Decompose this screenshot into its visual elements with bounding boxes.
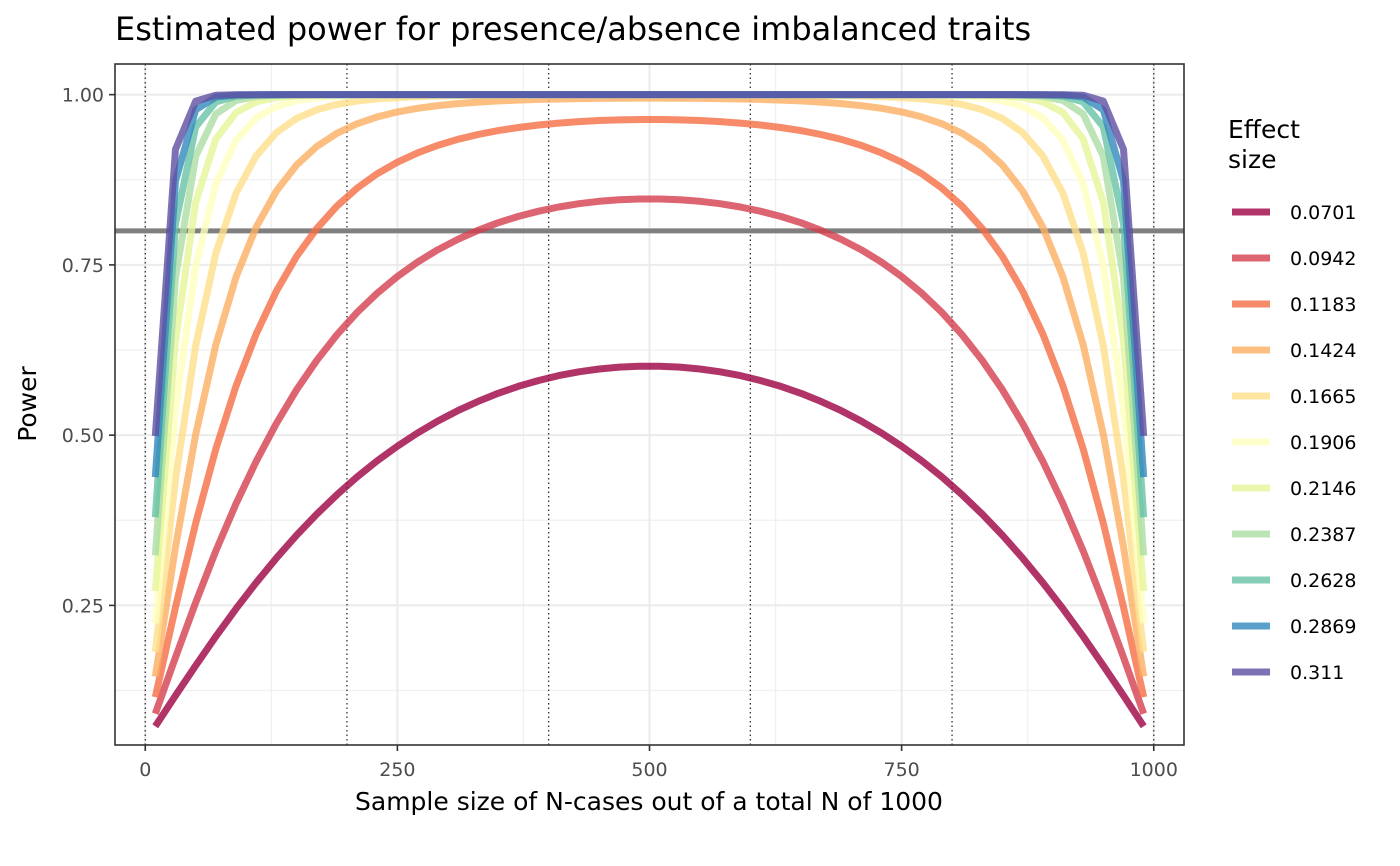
y-tick-label: 0.25 [62, 595, 104, 617]
legend-label: 0.2146 [1290, 478, 1356, 500]
legend-label: 0.1424 [1290, 340, 1356, 362]
chart-title: Estimated power for presence/absence imb… [115, 10, 1031, 48]
x-tick-label: 0 [139, 759, 151, 781]
x-tick-label: 750 [883, 759, 919, 781]
legend-label: 0.311 [1290, 662, 1344, 684]
x-tick-label: 250 [379, 759, 415, 781]
series-line-0-0701 [152, 362, 1147, 729]
series-lines [151, 91, 1148, 729]
y-tick-label: 1.00 [62, 85, 104, 107]
x-tick-label: 1000 [1130, 759, 1178, 781]
series-line-0-1183 [151, 116, 1148, 698]
x-tick-label: 500 [631, 759, 667, 781]
series-line-0-311 [151, 91, 1148, 437]
legend-title: Effect size [1228, 115, 1300, 174]
series-line-0-0942 [152, 195, 1147, 715]
y-axis-title: Power [13, 365, 42, 441]
legend-label: 0.1906 [1290, 432, 1356, 454]
legend-title-line: Effect [1228, 115, 1300, 144]
x-axis-title: Sample size of N-cases out of a total N … [355, 787, 943, 816]
legend-label: 0.1665 [1290, 386, 1356, 408]
legend-label: 0.1183 [1290, 294, 1356, 316]
legend-label: 0.0701 [1290, 202, 1356, 224]
legend: Effect size 0.0701 0.0942 0.1183 0.1424 0.1665… [1228, 115, 1356, 684]
axes: 0 250 500 750 1000 0.25 0.50 0.75 1.00 [62, 85, 1178, 781]
plot-panel: 0 250 500 750 1000 0.25 0.50 0.75 1.00 [62, 63, 1185, 781]
legend-label: 0.2869 [1290, 616, 1356, 638]
legend-title-line: size [1228, 145, 1276, 174]
y-tick-label: 0.75 [62, 255, 104, 277]
vertical-reference-lines [144, 64, 1155, 745]
y-tick-label: 0.50 [62, 425, 104, 447]
legend-label: 0.2387 [1290, 524, 1356, 546]
legend-label: 0.2628 [1290, 570, 1356, 592]
legend-label: 0.0942 [1290, 248, 1356, 270]
